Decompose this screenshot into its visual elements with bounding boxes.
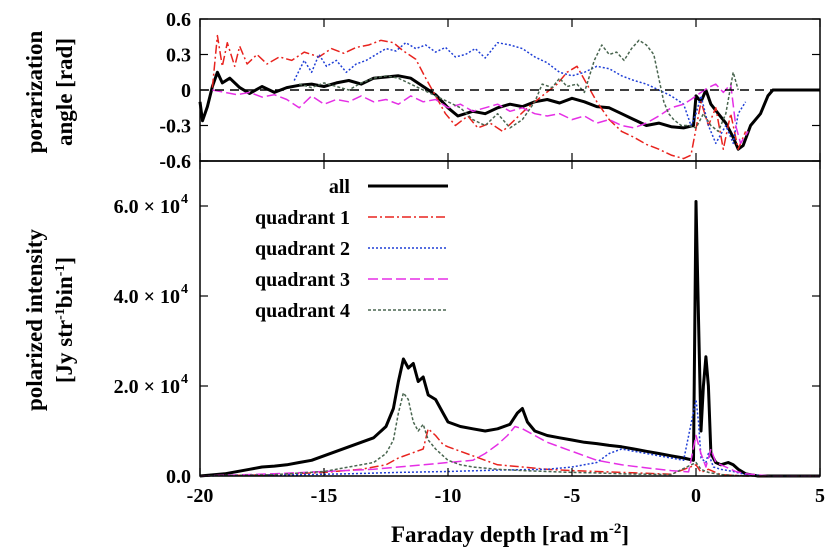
angle-ticks-group: 0.6 0.3 0 -0.3 -0.6 bbox=[159, 9, 821, 173]
ylabel-superscript: -1 bbox=[53, 265, 68, 277]
angle-series-quadrant-3 bbox=[212, 83, 749, 145]
angle-series-quadrant-4 bbox=[298, 39, 739, 133]
angle-ylabel: porarization bbox=[22, 30, 47, 153]
xtick-label: -20 bbox=[187, 485, 214, 507]
intensity-ytick-label: 4.0 × 10 bbox=[114, 286, 180, 308]
intensity-ytick-exponent: 4 bbox=[181, 192, 188, 207]
intensity-ticks-group: 0.02.0 × 10 44.0 × 10 46.0 × 10 4-20 -15 -10-… bbox=[114, 161, 825, 507]
intensity-ylabel-units: [Jy str-1bin-1] bbox=[52, 257, 77, 383]
legend-label: quadrant 1 bbox=[255, 207, 350, 229]
angle-ytick-label: 0.6 bbox=[166, 9, 191, 31]
intensity-panel-frame bbox=[199, 160, 821, 477]
axis-labels: porarization angle [rad] polarized intensi… bbox=[22, 30, 629, 547]
legend-label: quadrant 3 bbox=[255, 269, 350, 291]
intensity-series-quadrant-1 bbox=[199, 428, 820, 477]
xtick-label: -10 bbox=[435, 485, 462, 507]
intensity-ytick-label: 0.0 bbox=[166, 466, 191, 488]
legend: all quadrant 1 quadrant 2 quadrant 3 quadran… bbox=[255, 176, 448, 322]
angle-panel: 0.6 0.3 0 -0.3 -0.6 bbox=[159, 9, 821, 173]
legend-label: quadrant 2 bbox=[255, 238, 350, 260]
angle-ytick-label: -0.6 bbox=[159, 151, 191, 173]
intensity-panel: 0.02.0 × 10 44.0 × 10 46.0 × 10 4-20 -15 -10-… bbox=[114, 160, 825, 507]
intensity-series-quadrant-4 bbox=[199, 392, 820, 477]
xtick-label: -15 bbox=[311, 485, 338, 507]
xlabel-main: Faraday depth [rad m bbox=[391, 522, 609, 547]
intensity-series-group bbox=[199, 200, 820, 478]
intensity-ytick-label: 6.0 × 10 bbox=[114, 196, 180, 218]
legend-label: quadrant 4 bbox=[255, 300, 350, 322]
ylabel-part: bin bbox=[52, 276, 77, 308]
angle-series-group bbox=[198, 34, 820, 160]
intensity-ytick-exponent: 4 bbox=[181, 282, 188, 297]
legend-label: all bbox=[329, 176, 351, 198]
intensity-ytick-exponent: 4 bbox=[181, 372, 188, 387]
xtick-label: 5 bbox=[815, 485, 825, 507]
xlabel-tail: ] bbox=[621, 522, 629, 547]
angle-series-quadrant-1 bbox=[211, 34, 747, 160]
intensity-series-all bbox=[199, 200, 820, 478]
ylabel-superscript: -1 bbox=[53, 308, 68, 320]
angle-ylabel: angle [rad] bbox=[52, 38, 77, 146]
angle-ytick-label: -0.3 bbox=[159, 116, 191, 138]
xlabel-superscript: -2 bbox=[609, 521, 622, 537]
xtick-label: 0 bbox=[691, 485, 701, 507]
angle-ytick-label: 0.3 bbox=[166, 45, 191, 67]
ylabel-part: ] bbox=[52, 257, 77, 265]
intensity-series-quadrant-2 bbox=[199, 398, 820, 477]
intensity-ylabel: polarized intensity bbox=[22, 228, 47, 411]
angle-ytick-label: 0 bbox=[181, 80, 191, 102]
x-axis-label: Faraday depth [rad m-2] bbox=[391, 521, 629, 547]
xtick-label: -5 bbox=[564, 485, 581, 507]
intensity-ytick-label: 2.0 × 10 bbox=[114, 376, 180, 398]
angle-series-all bbox=[198, 70, 820, 151]
intensity-series-quadrant-3 bbox=[199, 425, 820, 477]
ylabel-part: [Jy str bbox=[52, 320, 77, 383]
